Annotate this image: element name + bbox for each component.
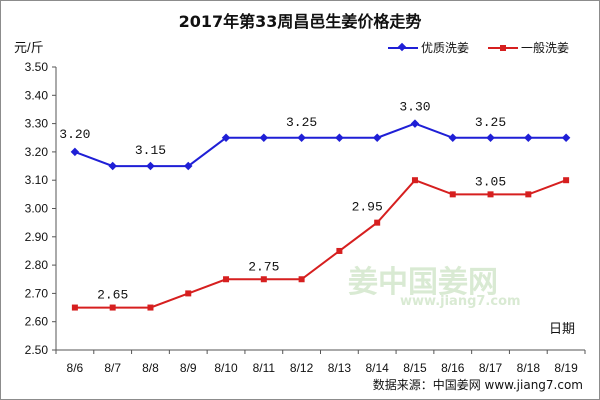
data-point-regular <box>449 191 456 198</box>
data-label: 3.15 <box>135 143 166 158</box>
data-point-premium <box>108 161 117 171</box>
x-tick-label: 8/14 <box>365 361 389 375</box>
data-point-regular <box>525 191 532 198</box>
x-tick-label: 8/6 <box>67 361 84 375</box>
data-point-regular <box>411 177 418 184</box>
x-tick-label: 8/10 <box>214 361 238 375</box>
data-point-regular <box>336 247 343 254</box>
y-tick-label: 3.20 <box>25 145 49 159</box>
data-point-premium <box>372 133 382 142</box>
data-label: 3.25 <box>286 115 317 130</box>
legend-label-premium: 优质洗姜 <box>421 41 469 55</box>
x-tick-label: 8/15 <box>403 361 427 375</box>
data-point-premium <box>448 133 457 142</box>
data-label: 3.20 <box>59 127 90 142</box>
data-point-premium <box>146 161 155 171</box>
legend-item-premium: 优质洗姜 <box>388 41 469 55</box>
legend-marker-regular <box>500 45 506 51</box>
data-point-regular <box>223 276 230 283</box>
data-point-regular <box>260 276 267 283</box>
data-point-regular <box>487 191 494 198</box>
data-point-premium <box>259 133 269 142</box>
y-tick-label: 2.60 <box>25 315 49 329</box>
y-tick-label: 3.30 <box>25 117 49 131</box>
data-label: 3.25 <box>475 115 506 130</box>
data-point-premium <box>486 133 495 142</box>
data-point-regular <box>185 290 192 297</box>
y-tick-label: 3.00 <box>25 202 49 216</box>
x-tick-label: 8/19 <box>554 361 578 375</box>
y-tick-label: 2.70 <box>25 286 49 300</box>
data-label: 3.30 <box>399 100 430 115</box>
data-label: 2.75 <box>248 259 279 274</box>
data-point-premium <box>335 133 344 142</box>
data-point-premium <box>70 147 80 157</box>
series-line-regular <box>74 179 567 309</box>
y-tick-label: 2.80 <box>25 258 49 272</box>
watermark: 姜中国姜网 www.jiang7.com <box>348 265 521 309</box>
series-line-premium <box>74 122 567 168</box>
data-point-regular <box>374 219 381 226</box>
data-point-premium <box>524 133 533 142</box>
x-tick-label: 8/16 <box>441 361 465 375</box>
legend-item-regular: 一般洗姜 <box>488 40 569 55</box>
legend-label-regular: 一般洗姜 <box>521 40 569 55</box>
y-tick-label: 2.50 <box>25 343 49 357</box>
data-point-premium <box>297 133 306 142</box>
y-tick-label: 3.10 <box>25 173 49 187</box>
data-label: 2.95 <box>352 200 383 215</box>
x-tick-label: 8/8 <box>142 361 159 375</box>
data-label: 3.05 <box>475 174 506 189</box>
x-tick-label: 8/18 <box>517 361 541 375</box>
data-point-premium <box>184 161 193 171</box>
data-point-regular <box>109 304 116 311</box>
y-tick-label: 2.90 <box>25 230 49 244</box>
y-tick-label: 3.40 <box>25 88 49 102</box>
legend: 优质洗姜 一般洗姜 <box>388 40 569 55</box>
watermark-logo: 姜中国姜网 <box>348 265 498 300</box>
x-tick-label: 8/11 <box>253 361 276 375</box>
y-axis-label: 元/斤 <box>14 40 44 55</box>
chart-title: 2017年第33周昌邑生姜价格走势 <box>179 12 422 31</box>
x-tick-label: 8/9 <box>180 361 197 375</box>
watermark-url: www.jiang7.com <box>400 294 521 309</box>
data-point-premium <box>561 133 571 142</box>
source-note: 数据来源：中国姜网 www.jiang7.com <box>373 377 583 392</box>
data-point-regular <box>147 304 154 311</box>
x-tick-label: 8/7 <box>104 361 121 375</box>
x-tick-label: 8/13 <box>328 361 352 375</box>
data-point-regular <box>563 177 570 184</box>
plot-area: 2.50 2.60 2.70 2.80 2.90 3.00 3.10 3.20 3.30 3.40… <box>25 60 586 375</box>
data-point-premium <box>221 133 231 142</box>
data-point-premium <box>410 119 420 128</box>
x-tick-label: 8/17 <box>479 361 503 375</box>
x-axis-label: 日期 <box>549 321 575 336</box>
x-tick-label: 8/12 <box>290 361 314 375</box>
y-tick-label: 3.50 <box>25 60 49 74</box>
legend-marker-premium <box>397 42 407 52</box>
data-point-regular <box>298 276 305 283</box>
data-point-regular <box>71 304 78 311</box>
data-label: 2.65 <box>97 288 128 303</box>
